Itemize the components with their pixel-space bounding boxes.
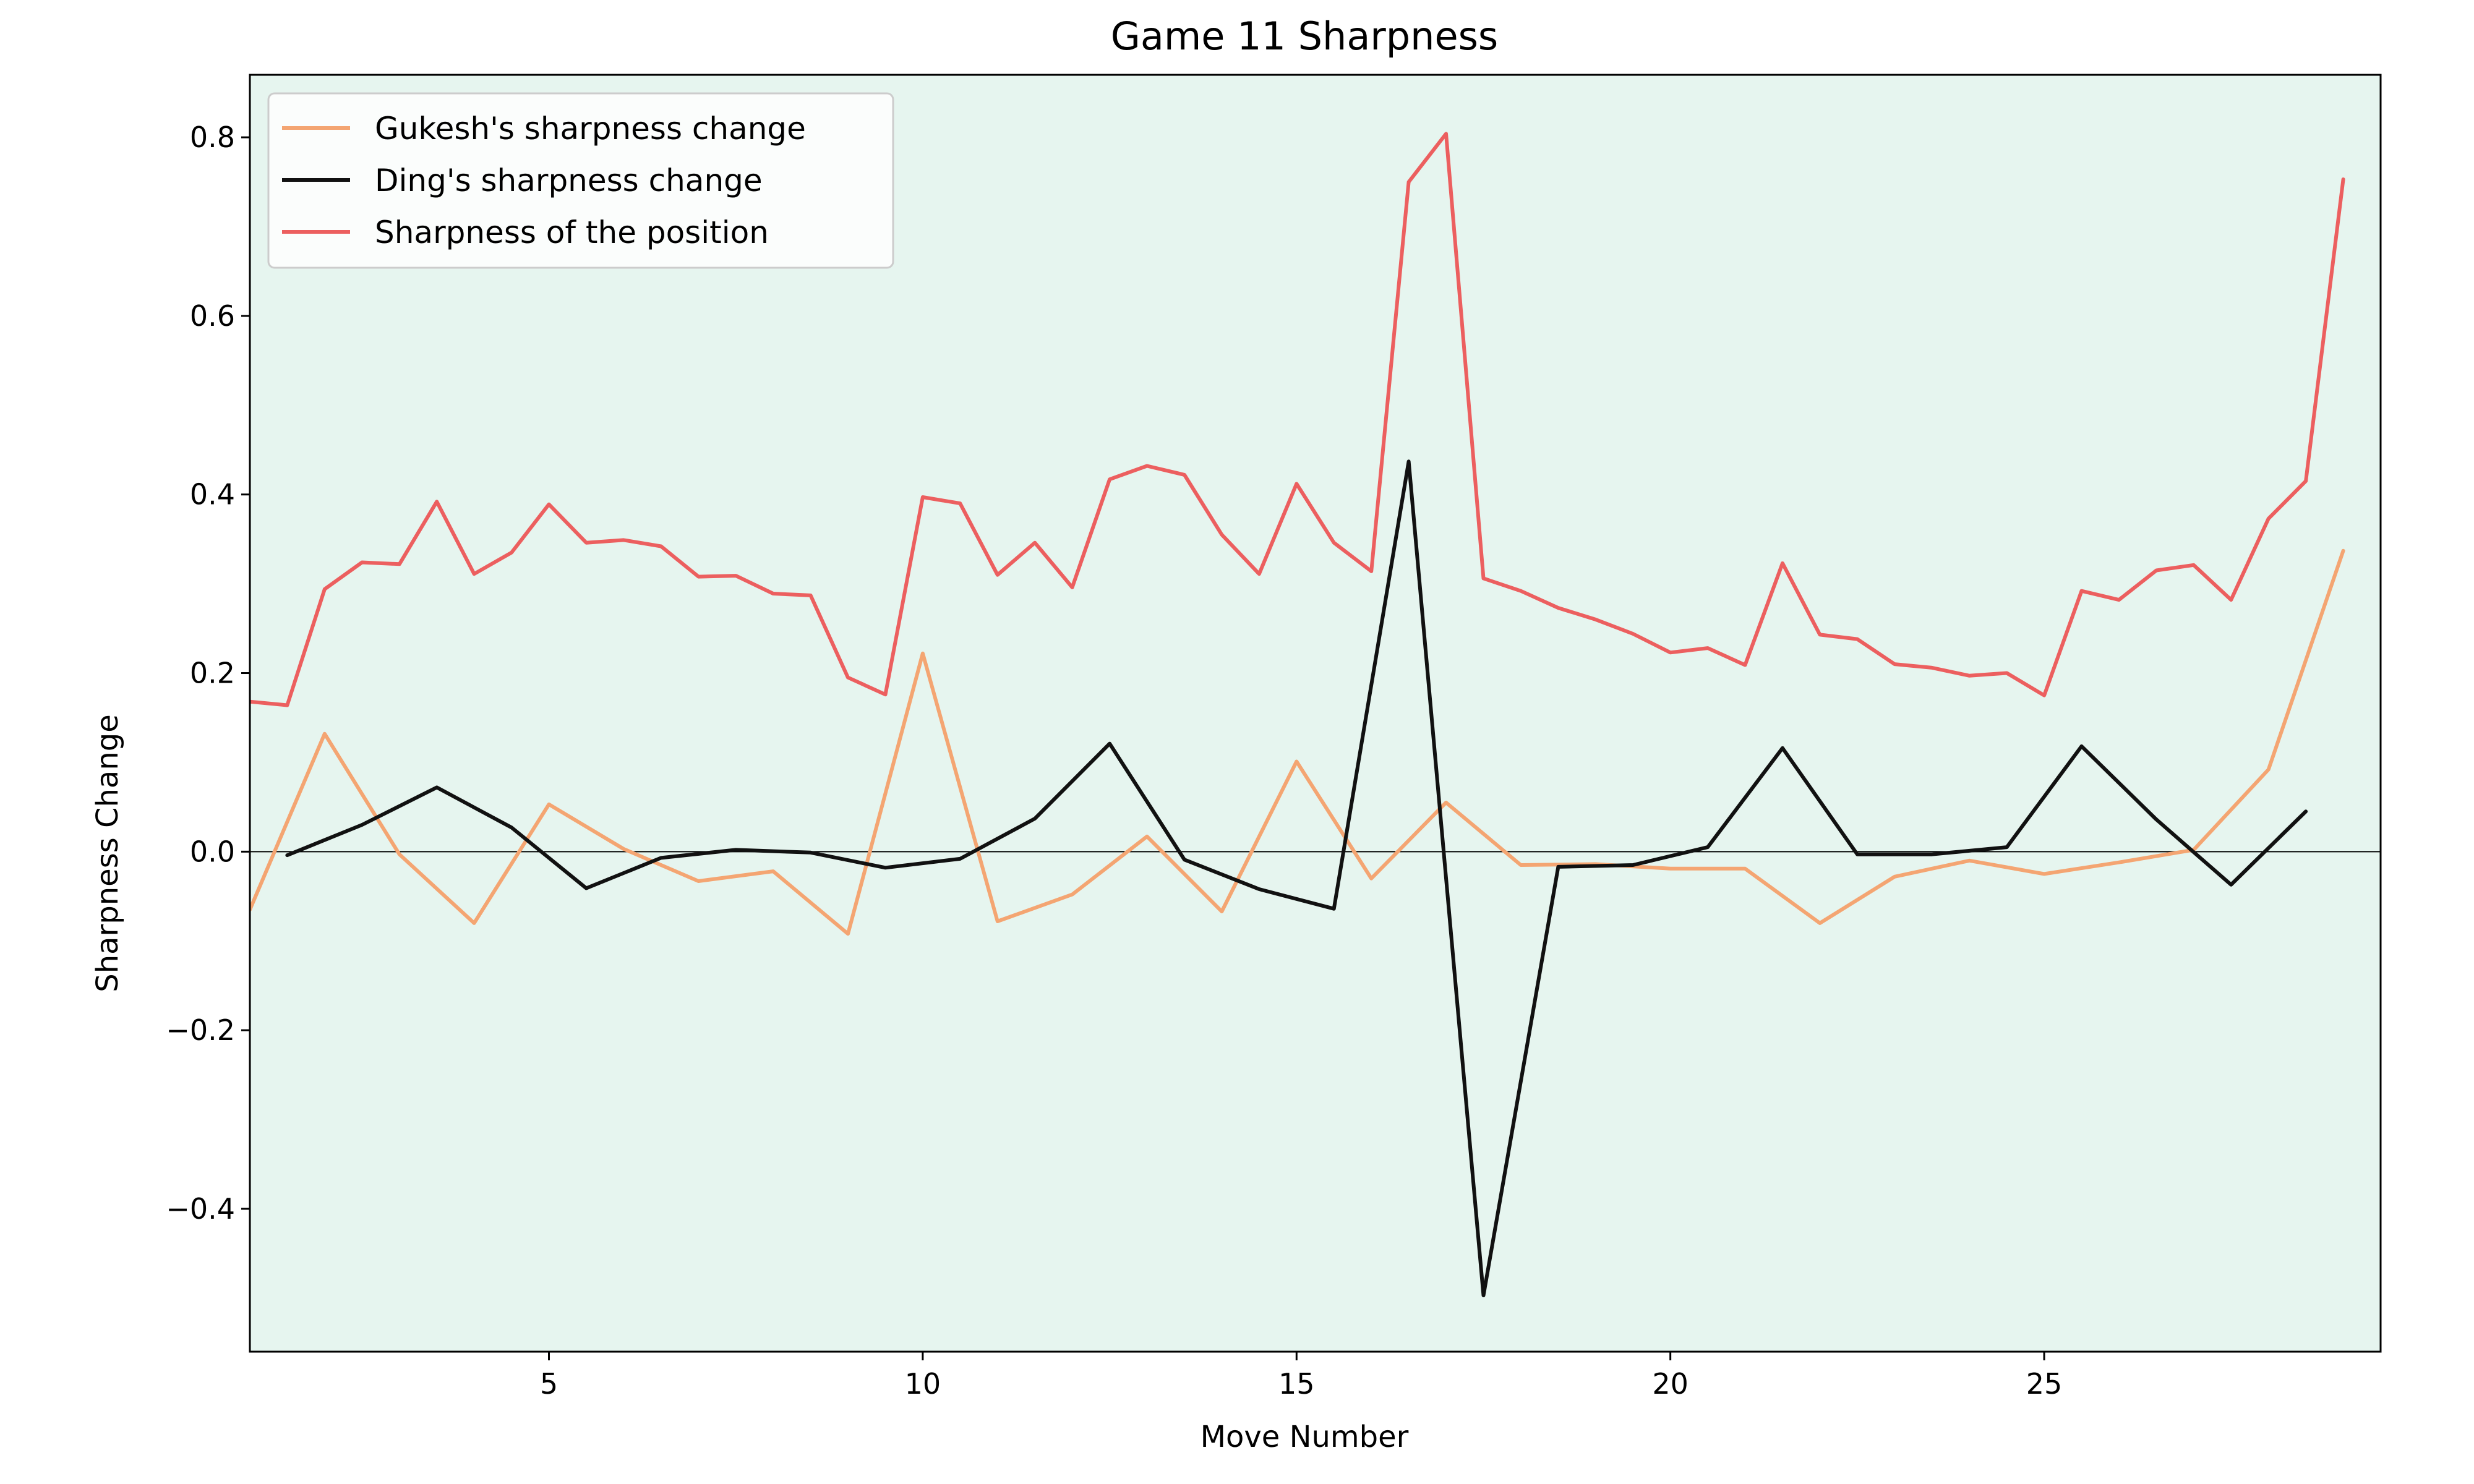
- legend-label-2: Sharpness of the position: [375, 215, 769, 250]
- chart-title: Game 11 Sharpness: [1111, 14, 1498, 59]
- y-tick-label: −0.4: [166, 1192, 235, 1226]
- legend-box: [267, 92, 894, 269]
- series-line-0: [250, 548, 2345, 936]
- y-tick-label: 0.4: [190, 478, 235, 511]
- y-tick-label: 0.6: [190, 299, 235, 333]
- x-tick-label: 20: [1652, 1367, 1689, 1401]
- legend-label-0: Gukesh's sharpness change: [375, 111, 806, 147]
- plot-area: [250, 75, 2381, 1352]
- x-tick-label: 5: [540, 1367, 558, 1401]
- y-tick-label: −0.2: [166, 1013, 235, 1047]
- legend-label-1: Ding's sharpness change: [375, 163, 763, 198]
- y-tick-label: 0.2: [190, 657, 235, 690]
- x-axis-label: Move Number: [1201, 1420, 1409, 1454]
- series-line-1: [285, 459, 2308, 1297]
- y-tick-label: 0.0: [190, 835, 235, 868]
- x-tick-label: 10: [905, 1367, 941, 1401]
- x-tick-label: 15: [1278, 1367, 1315, 1401]
- legend: Gukesh's sharpness change Ding's sharpnes…: [267, 92, 894, 269]
- plot-frame: [249, 74, 2382, 1353]
- y-tick-label: 0.8: [190, 121, 235, 154]
- series-line-2: [250, 132, 2345, 707]
- x-tick-label: 25: [2026, 1367, 2063, 1401]
- y-axis-label: Sharpness Change: [90, 714, 125, 992]
